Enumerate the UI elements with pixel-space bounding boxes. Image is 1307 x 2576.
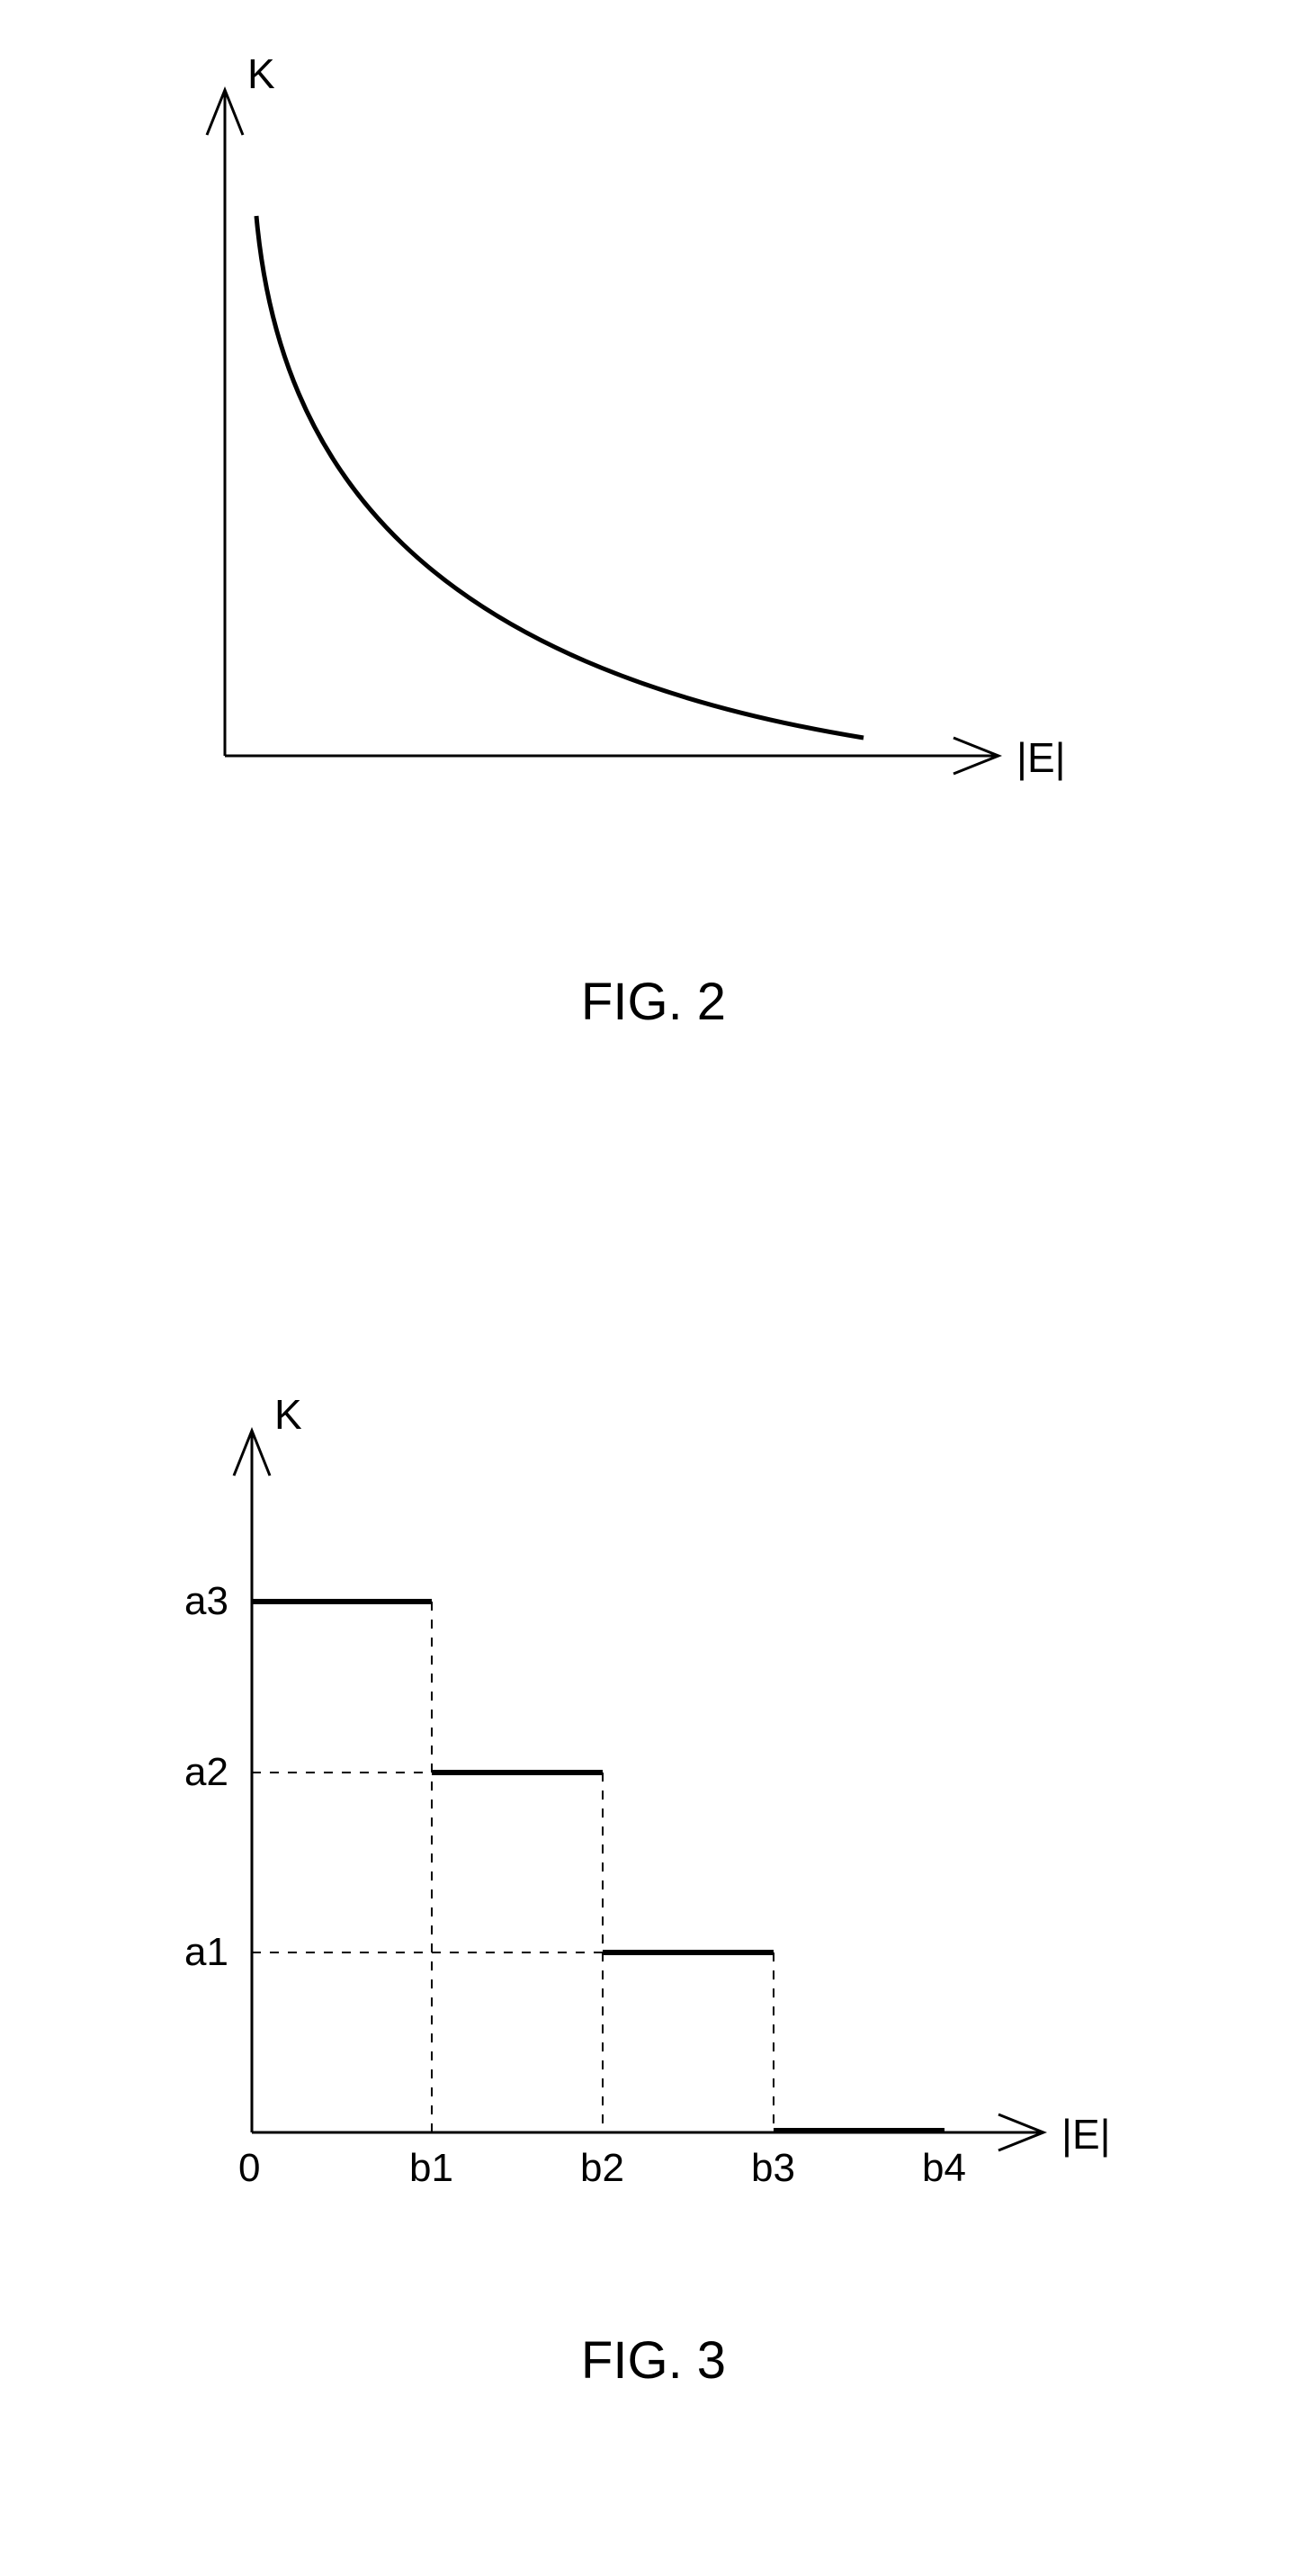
fig2-y-label: K: [247, 49, 275, 98]
fig3-ytick-a2: a2: [184, 1750, 228, 1795]
fig2-x-label: |E|: [1016, 733, 1066, 782]
figure-2: K |E|: [117, 36, 1106, 850]
figure-3-svg: [90, 1350, 1133, 2213]
fig3-x-label: |E|: [1061, 2110, 1111, 2159]
fig3-xtick-0: 0: [238, 2146, 260, 2191]
fig3-ytick-a1: a1: [184, 1930, 228, 1975]
fig3-y-label: K: [274, 1390, 302, 1439]
fig3-caption: FIG. 3: [0, 2330, 1307, 2391]
page-container: K |E| FIG. 2: [0, 0, 1307, 2576]
figure-3: K |E| a3 a2 a1 0 b1 b2 b3 b4: [90, 1350, 1133, 2218]
fig3-xtick-b1: b1: [409, 2146, 453, 2191]
figure-2-svg: [117, 36, 1106, 846]
fig3-xtick-b3: b3: [751, 2146, 795, 2191]
fig3-xtick-b4: b4: [922, 2146, 966, 2191]
fig3-xtick-b2: b2: [580, 2146, 624, 2191]
fig2-caption: FIG. 2: [0, 972, 1307, 1032]
fig3-ytick-a3: a3: [184, 1579, 228, 1624]
fig2-curve: [256, 216, 864, 738]
